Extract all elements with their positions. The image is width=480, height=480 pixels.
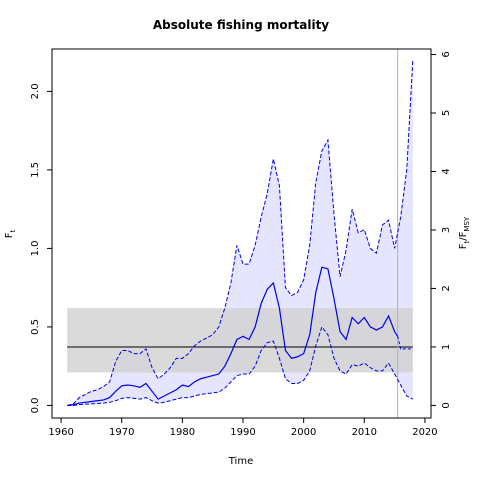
- x-tick-label: 1990: [230, 427, 255, 438]
- y-left-tick-label: 1.0: [30, 240, 41, 256]
- plot-frame: [51, 48, 432, 419]
- y-right-tick-label: 3: [441, 227, 452, 233]
- y-right-tick-label: 2: [441, 285, 452, 291]
- y-right-label-f: F: [458, 243, 469, 249]
- upper-ci-line: [67, 59, 414, 406]
- x-tick-label: 2020: [412, 427, 437, 438]
- y-axis-left-label: Ft: [4, 229, 17, 238]
- x-axis-label: Time: [228, 456, 253, 467]
- y-left-tick-label: 1.5: [30, 162, 41, 178]
- y-right-label-sub-t: t: [463, 240, 471, 243]
- x-axis: 1960 1970 1980 1990 2000 2010 2020: [48, 418, 438, 438]
- x-tick-label: 1970: [109, 427, 134, 438]
- y-right-tick-label: 6: [441, 51, 452, 57]
- y-left-tick-label: 0.0: [30, 397, 41, 413]
- y-axis-right: 0 1 2 3 4 5 6: [431, 51, 452, 409]
- y-left-tick-label: 0.5: [30, 319, 41, 335]
- estimate-line: [67, 266, 399, 407]
- y-left-label-sub: t: [9, 229, 17, 232]
- y-left-tick-label: 2.0: [30, 83, 41, 99]
- prediction-line: [397, 336, 413, 350]
- y-right-label-sub-msy: MSY: [463, 216, 471, 231]
- y-right-tick-label: 1: [441, 344, 452, 350]
- y-axis-right-label: Ft/FMSY: [458, 216, 471, 249]
- y-axis-left: 0.0 0.5 1.0 1.5 2.0: [30, 83, 52, 413]
- x-tick-label: 1980: [170, 427, 195, 438]
- chart-title: Absolute fishing mortality: [153, 18, 329, 32]
- x-tick-label: 2000: [291, 427, 316, 438]
- lower-ci-line: [67, 325, 414, 406]
- y-right-label-fmsy: /F: [458, 231, 469, 240]
- y-right-tick-label: 4: [441, 168, 452, 174]
- plot-area: [67, 49, 414, 418]
- y-right-tick-label: 0: [441, 402, 452, 408]
- x-tick-label: 1960: [48, 427, 73, 438]
- x-tick-label: 2010: [352, 427, 377, 438]
- y-right-tick-label: 5: [441, 110, 452, 116]
- y-left-label-main: F: [4, 232, 15, 238]
- fmsy-band: [67, 308, 413, 373]
